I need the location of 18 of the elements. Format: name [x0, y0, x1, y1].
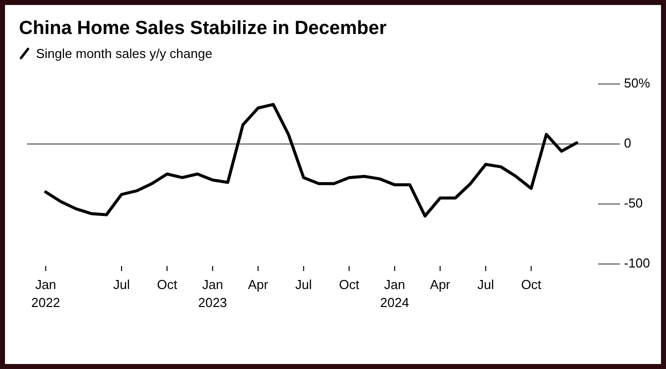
y-tick-label: -50 — [624, 195, 643, 210]
x-tick-label: Oct — [521, 277, 542, 292]
y-tick-label: 50% — [624, 75, 650, 90]
x-tick-label: Jan 2022 — [31, 277, 60, 310]
x-tick-label: Oct — [156, 277, 178, 292]
x-tick-label: Jan 2023 — [198, 277, 228, 310]
x-tick-label: Oct — [339, 277, 360, 292]
chart-title: China Home Sales Stabilize in December — [19, 18, 388, 39]
x-tick-label: Apr — [430, 277, 451, 292]
x-tick-label: Jan 2024 — [380, 277, 410, 310]
x-tick-label: Jul — [477, 277, 494, 292]
x-tick-label: Apr — [248, 277, 269, 292]
y-tick-label: 0 — [624, 135, 632, 150]
x-tick-label: Jul — [113, 277, 130, 292]
legend-label: Single month sales y/y change — [36, 46, 212, 61]
y-tick-label: -100 — [624, 255, 650, 270]
line-series — [44, 102, 578, 218]
x-tick-label: Jul — [295, 277, 312, 292]
